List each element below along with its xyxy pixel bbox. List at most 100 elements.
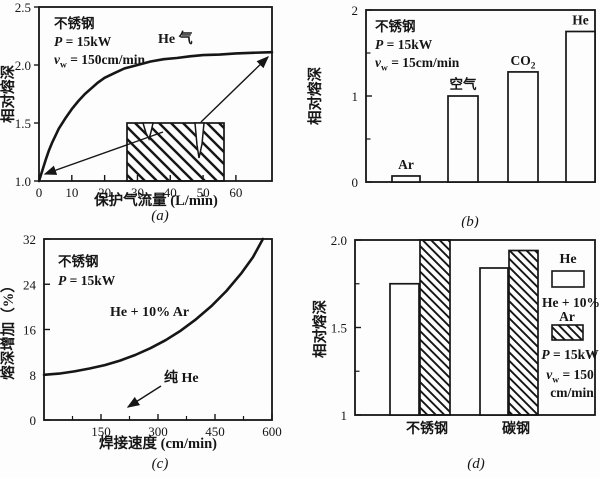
inset-shapes [126,122,225,182]
y-tick-label: 2.5 [15,0,31,15]
series-curve [37,50,274,183]
svg-text:碳钢: 碳钢 [502,420,530,437]
bar [479,267,509,416]
chart-c-welding-speed-vs-penetration-increase: 150 300 450 600 焊接速度 (cm/min) 0 8 16 24 32 熔深增加（%）… [0,232,282,472]
annotation-text: He + 10% Ar [110,305,189,320]
annotation-text: He 气 [158,30,193,47]
x-tick-label: 50 [197,185,210,200]
y-tick-label: 16 [23,323,37,338]
y-tick-label: 1.5 [15,116,31,131]
panel-caption: (d) [467,456,485,472]
svg-text:vw = 150cm/min: vw = 150cm/min [54,52,146,71]
bar [508,249,539,416]
y-axis-label: 熔深增加（%） [0,278,17,380]
shallow-weld-notch [141,122,154,142]
annotation-arrow [200,56,270,123]
x-tick-label: 150 [91,424,111,439]
x-tick-label: 450 [205,424,225,439]
chart-a-gas-flow-vs-penetration: 0 10 20 30 40 50 60 保护气流量 (L/min) 1.0 1.5 2.0 2.5 相对… [0,0,274,224]
annotation-text: 不锈钢 [406,420,448,437]
y-axis-label: 相对熔深 [0,65,17,123]
legend-label: cm/min [550,385,594,400]
bar [391,175,421,183]
y-tick-label: 0 [30,413,37,428]
bar [389,282,420,416]
y-tick-label: 1 [341,408,348,423]
bar-label: 空气 [450,76,477,92]
svg-text:不锈钢: 不锈钢 [375,18,416,34]
x-tick-label: 300 [148,424,168,439]
panel-caption: (a) [151,208,169,224]
annotation-text: 纯 He [164,369,199,386]
annotation-text: 不锈钢 P = 15kW vw = 15cm/min [375,18,460,74]
svg-text:纯 He: 纯 He [164,369,199,386]
y-axis: 0 8 16 24 32 熔深增加（%） [0,232,50,428]
panel-caption: (b) [461,214,479,228]
y-tick-label: 2.0 [331,233,347,248]
annotation-text: 碳钢 [502,420,530,437]
x-axis: 0 10 20 30 40 50 60 保护气流量 (L/min) [36,175,242,209]
x-tick-label: 60 [229,185,242,200]
x-tick-label: 20 [98,185,111,200]
y-tick-label: 2 [352,3,359,18]
legend-label: P = 15kW [541,347,599,362]
legend: He He + 10%Ar P = 15kW vw = 150cm/min [541,252,600,400]
y-axis-label: 相对熔深 [311,300,329,358]
x-axis-label: 焊接速度 (cm/min) [99,434,217,452]
chart-b-gas-type-bar-chart: 0 1 2 相对熔深 Ar 空气 CO2 He 不锈钢 P = 15kW vw = 15cm/min… [306,3,596,228]
bars [389,239,539,416]
legend-label: vw = 150 [546,367,594,386]
x-tick-label: 0 [36,185,43,200]
y-axis: 1.0 1.5 2.0 2.5 相对熔深 [0,0,39,189]
svg-text:vw = 15cm/min: vw = 15cm/min [375,55,460,74]
svg-text:He + 10% Ar: He + 10% Ar [110,305,189,320]
panel-caption: (c) [152,456,169,472]
annotation-arrow [126,385,162,408]
annotation-arrow [43,131,164,175]
series-curve [42,237,265,377]
x-tick-label: 600 [262,424,282,439]
x-tick-label: 40 [164,185,177,200]
y-tick-label: 1.0 [15,174,31,189]
legend-label: He + 10% [542,295,600,310]
bar [565,30,596,183]
weld-cross-section-inset [126,122,225,182]
x-tick-label: 30 [131,185,144,200]
svg-text:P = 15kW: P = 15kW [58,273,116,288]
bars: Ar 空气 CO2 He [391,13,596,183]
y-tick-label: 8 [30,368,37,383]
y-axis: 1 1.5 2.0 相对熔深 [311,233,361,423]
legend-swatch [551,270,585,288]
svg-text:P = 15kW: P = 15kW [54,34,112,49]
y-tick-label: 1 [352,89,359,104]
legend-label: Ar [559,309,575,324]
deep-weld-notch [194,122,205,159]
y-tick-label: 24 [23,277,37,292]
legend-label: He [559,252,576,267]
annotation-text: 不锈钢 P = 15kW vw = 150cm/min [54,15,146,71]
bar [419,239,451,416]
svg-text:不锈钢: 不锈钢 [54,15,95,31]
svg-text:He 气: He 气 [158,30,193,47]
bar-label: CO2 [511,53,536,72]
bar-label: He [572,13,589,28]
svg-text:不锈钢: 不锈钢 [406,420,448,437]
svg-text:不锈钢: 不锈钢 [58,253,99,269]
annotation-text: 不锈钢 P = 15kW [58,253,116,288]
bar-label: Ar [398,157,414,172]
legend-swatch [551,324,584,341]
y-axis: 0 1 2 相对熔深 [306,3,372,190]
bar [447,95,479,183]
x-axis: 150 300 450 600 焊接速度 (cm/min) [71,414,282,452]
y-tick-label: 32 [23,232,36,247]
y-axis-label: 相对熔深 [306,67,324,125]
x-axis-label: 保护气流量 (L/min) [93,191,218,209]
svg-text:P = 15kW: P = 15kW [375,37,433,52]
y-tick-label: 0 [352,175,359,190]
bar [507,71,539,183]
x-tick-label: 10 [65,185,78,200]
y-tick-label: 1.5 [331,321,347,336]
y-tick-label: 2.0 [15,58,31,73]
